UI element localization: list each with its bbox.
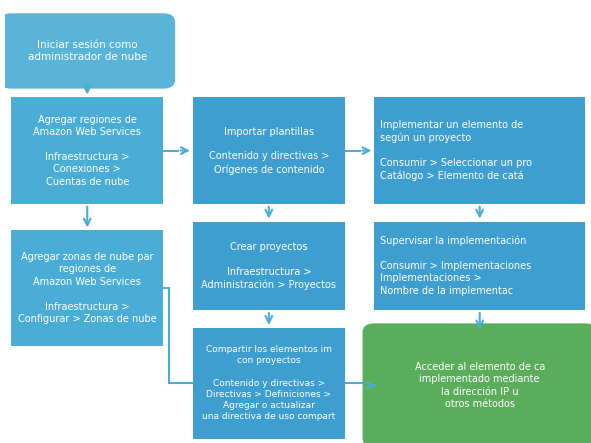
- FancyBboxPatch shape: [362, 323, 591, 443]
- Text: Iniciar sesión como
administrador de nube: Iniciar sesión como administrador de nub…: [28, 40, 147, 62]
- FancyBboxPatch shape: [374, 222, 585, 310]
- Text: Acceder al elemento de ca
implementado mediante
la dirección IP u
otros métodos: Acceder al elemento de ca implementado m…: [414, 362, 545, 409]
- FancyBboxPatch shape: [0, 13, 175, 89]
- Text: Importar plantillas

Contenido y directivas >
Orígenes de contenido: Importar plantillas Contenido y directiv…: [209, 127, 329, 175]
- Text: Agregar regiones de
Amazon Web Services

Infraestructura >
Conexiones >
Cuentas : Agregar regiones de Amazon Web Services …: [33, 115, 141, 187]
- Text: Compartir los elementos im
con proyectos

Contenido y directivas >
Directivas > : Compartir los elementos im con proyectos…: [202, 346, 336, 421]
- Text: Agregar zonas de nube par
regiones de
Amazon Web Services

Infraestructura >
Con: Agregar zonas de nube par regiones de Am…: [18, 252, 157, 324]
- Text: Implementar un elemento de
según un proyecto

Consumir > Seleccionar un pro
Catá: Implementar un elemento de según un proy…: [380, 120, 532, 181]
- Text: Crear proyectos

Infraestructura >
Administración > Proyectos: Crear proyectos Infraestructura > Admini…: [202, 242, 336, 290]
- FancyBboxPatch shape: [11, 97, 163, 204]
- FancyBboxPatch shape: [193, 328, 345, 439]
- Text: Supervisar la implementación

Consumir > Implementaciones
Implementaciones >
Nom: Supervisar la implementación Consumir > …: [380, 236, 531, 296]
- FancyBboxPatch shape: [374, 97, 585, 204]
- FancyBboxPatch shape: [11, 230, 163, 346]
- FancyBboxPatch shape: [193, 97, 345, 204]
- FancyBboxPatch shape: [193, 222, 345, 310]
